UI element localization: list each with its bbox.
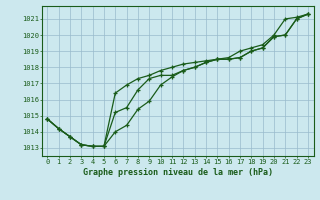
X-axis label: Graphe pression niveau de la mer (hPa): Graphe pression niveau de la mer (hPa) (83, 168, 273, 177)
